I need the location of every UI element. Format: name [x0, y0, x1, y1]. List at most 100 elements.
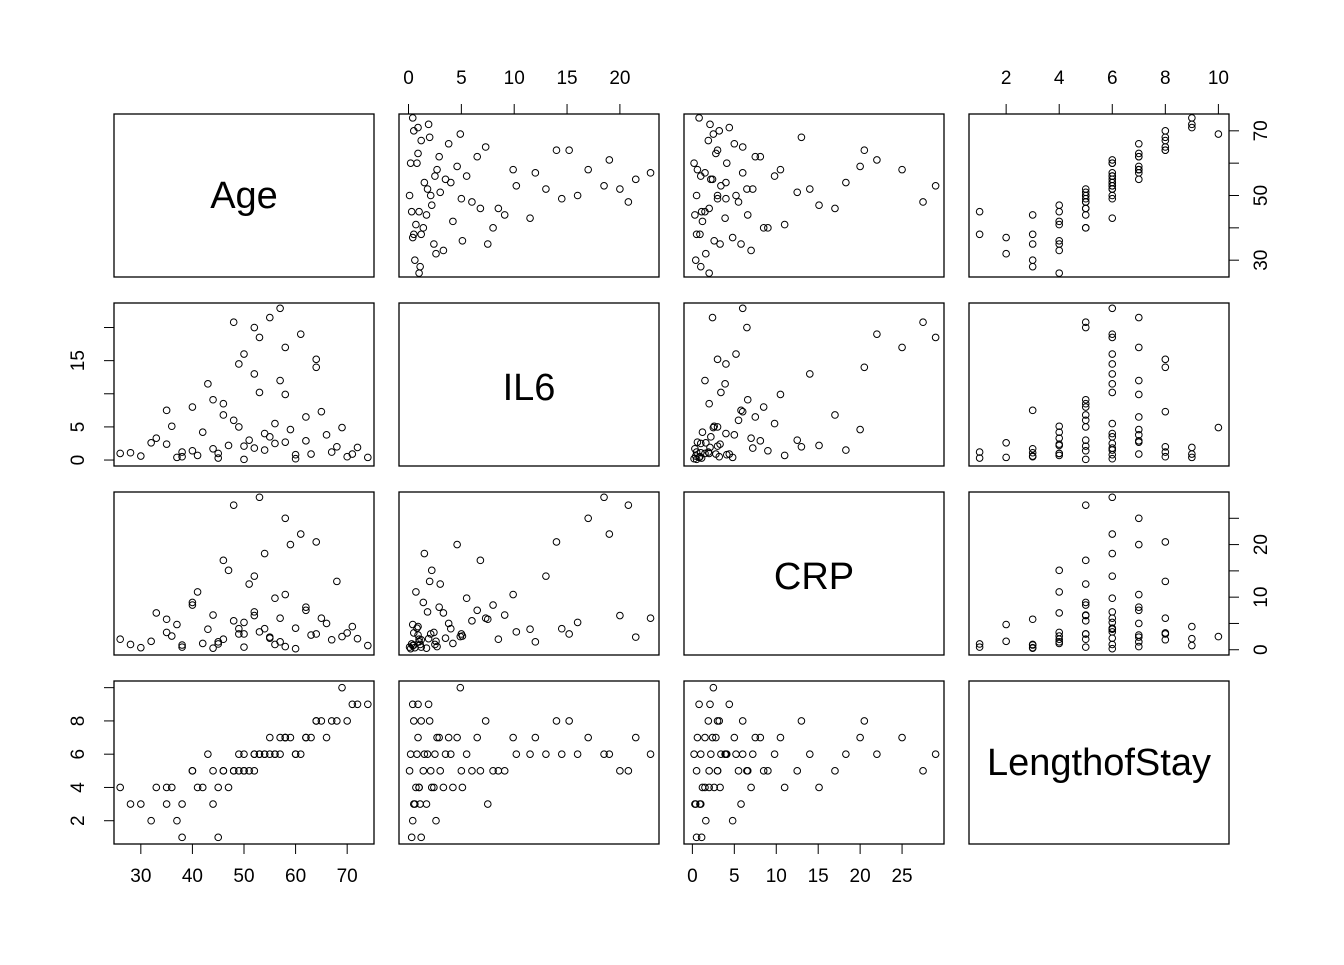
- point-age-lengthofstay: [204, 750, 212, 758]
- point-crp-lengthofstay: [747, 783, 755, 792]
- point-crp-il6: [708, 313, 717, 322]
- point-il6-age: [415, 207, 423, 216]
- point-il6-lengthofstay: [444, 733, 453, 742]
- point-crp-age: [710, 236, 718, 245]
- point-lengthofstay-crp: [1028, 615, 1037, 624]
- age-bottom-tick-label: 60: [285, 866, 306, 887]
- point-age-il6: [178, 448, 186, 456]
- point-il6-crp: [424, 634, 433, 643]
- point-lengthofstay-il6: [1188, 453, 1196, 462]
- point-il6-lengthofstay: [424, 700, 433, 709]
- point-il6-crp: [605, 530, 614, 538]
- point-il6-lengthofstay: [423, 750, 432, 758]
- point-age-il6: [116, 449, 124, 458]
- point-crp-il6: [701, 376, 709, 385]
- point-age-lengthofstay: [240, 750, 248, 758]
- point-lengthofstay-il6: [1081, 446, 1090, 455]
- point-il6-lengthofstay: [414, 733, 422, 742]
- point-lengthofstay-age: [1055, 201, 1064, 210]
- point-lengthofstay-age: [1161, 146, 1170, 155]
- point-il6-lengthofstay: [557, 750, 566, 758]
- point-age-il6: [307, 450, 315, 458]
- point-age-il6: [162, 440, 171, 448]
- panel-il6-vs-il6: [398, 302, 660, 467]
- point-il6-age: [422, 211, 431, 219]
- panel-crp-vs-crp: [683, 491, 945, 656]
- point-il6-lengthofstay: [426, 767, 435, 775]
- point-lengthofstay-age: [1028, 262, 1037, 271]
- point-il6-crp: [406, 644, 415, 653]
- point-lengthofstay-il6: [1161, 442, 1170, 451]
- point-age-crp: [235, 624, 243, 633]
- point-il6-age: [433, 165, 441, 174]
- point-il6-age: [557, 194, 566, 203]
- point-lengthofstay-age: [1108, 214, 1117, 222]
- point-crp-lengthofstay: [708, 733, 717, 742]
- point-age-il6: [312, 355, 321, 364]
- point-crp-lengthofstay: [919, 767, 927, 775]
- point-age-il6: [188, 403, 197, 411]
- point-crp-lengthofstay: [705, 783, 713, 792]
- point-crp-age: [856, 162, 864, 171]
- point-il6-age: [417, 136, 425, 145]
- il6-left-tick-label: 15: [68, 350, 89, 371]
- point-il6-age: [415, 269, 423, 277]
- panel-age-vs-lengthofstay: [968, 113, 1230, 278]
- point-age-lengthofstay: [137, 800, 145, 808]
- point-lengthofstay-il6: [1055, 422, 1064, 431]
- point-age-lengthofstay: [245, 767, 253, 775]
- crp-bottom-tick-label: 10: [766, 866, 787, 887]
- point-il6-lengthofstay: [449, 783, 457, 792]
- point-il6-crp: [446, 624, 455, 633]
- point-lengthofstay-age: [1081, 204, 1090, 213]
- point-crp-il6: [706, 443, 714, 452]
- point-lengthofstay-crp: [1108, 493, 1117, 502]
- point-lengthofstay-il6: [1028, 444, 1037, 453]
- age-bottom-tick-label: 70: [337, 866, 358, 887]
- point-crp-age: [734, 198, 743, 206]
- point-lengthofstay-il6: [1055, 434, 1064, 442]
- point-lengthofstay-il6: [1108, 380, 1117, 388]
- point-age-crp: [276, 614, 284, 622]
- point-lengthofstay-il6: [1081, 395, 1090, 404]
- point-lengthofstay-il6: [1134, 413, 1143, 421]
- point-lengthofstay-crp: [1081, 556, 1090, 565]
- point-age-il6: [147, 439, 155, 447]
- point-crp-lengthofstay: [931, 750, 940, 758]
- point-age-il6: [302, 413, 310, 421]
- point-crp-lengthofstay: [797, 717, 806, 725]
- point-crp-lengthofstay: [738, 750, 747, 758]
- point-il6-age: [605, 156, 614, 164]
- point-age-il6: [348, 450, 357, 458]
- point-il6-lengthofstay: [456, 683, 465, 692]
- point-lengthofstay-il6: [1081, 403, 1090, 411]
- point-il6-crp: [439, 609, 448, 617]
- point-il6-age: [426, 191, 435, 200]
- point-crp-age: [690, 159, 698, 167]
- point-il6-crp: [435, 603, 443, 611]
- point-age-lengthofstay: [333, 717, 341, 725]
- point-age-crp: [302, 606, 310, 615]
- point-il6-lengthofstay: [417, 833, 425, 842]
- point-crp-lengthofstay: [860, 717, 869, 725]
- point-crp-lengthofstay: [776, 733, 785, 742]
- point-lengthofstay-crp: [1134, 590, 1143, 599]
- point-age-lengthofstay: [343, 717, 351, 725]
- point-il6-lengthofstay: [500, 767, 509, 775]
- point-il6-age: [417, 230, 425, 239]
- point-crp-age: [737, 240, 745, 248]
- point-crp-il6: [797, 442, 806, 451]
- point-il6-crp: [600, 493, 608, 502]
- point-age-il6: [240, 350, 248, 358]
- point-age-il6: [312, 363, 321, 372]
- point-crp-il6: [732, 350, 740, 358]
- point-age-il6: [327, 448, 336, 456]
- point-age-crp: [240, 643, 248, 651]
- point-crp-age: [743, 185, 751, 193]
- point-lengthofstay-il6: [1055, 441, 1064, 450]
- point-age-crp: [198, 639, 207, 648]
- panel-crp-vs-il6: [398, 491, 660, 656]
- point-crp-age: [705, 204, 713, 213]
- point-age-il6: [260, 429, 269, 438]
- point-il6-lengthofstay: [631, 733, 640, 742]
